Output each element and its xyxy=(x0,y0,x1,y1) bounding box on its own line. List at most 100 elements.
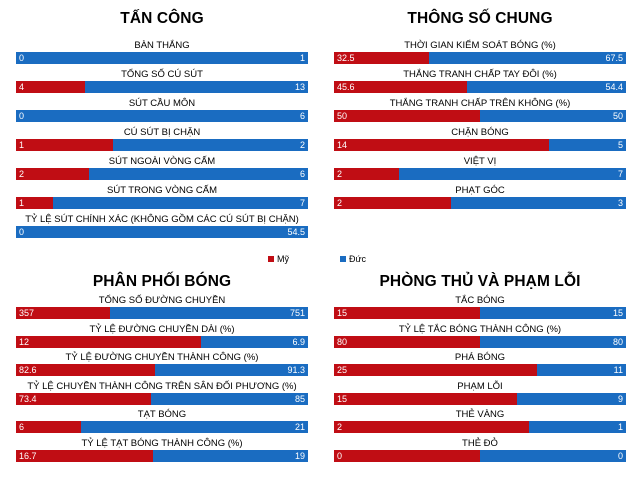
stat-bar: 25 11 xyxy=(334,364,626,376)
stat-label: CÚ SÚT BỊ CHẶN xyxy=(123,127,201,138)
stat-value-team-b: 6 xyxy=(299,111,305,121)
stat-value-team-a: 0 xyxy=(19,111,25,121)
stat-bar: 15 9 xyxy=(334,392,626,405)
stat-bar-team-a xyxy=(334,307,480,319)
stat-bar-team-a xyxy=(16,139,114,151)
stat-value-team-b: 2 xyxy=(299,140,305,150)
stat-row: THẮNG TRANH CHẤP TAY ĐÔI (%) 45.6 54.4 xyxy=(334,69,626,97)
stat-bar: 357 751 xyxy=(16,307,308,319)
stat-value-team-b: 1 xyxy=(617,422,623,432)
stat-label: TỶ LỆ ĐƯỜNG CHUYỀN DÀI (%) xyxy=(89,323,235,335)
stat-value-team-b: 5 xyxy=(617,140,623,150)
stat-value-team-a: 2 xyxy=(337,169,343,179)
stat-row: SÚT NGOÀI VÒNG CẤM 2 6 xyxy=(16,156,308,184)
stat-label: PHÁ BÓNG xyxy=(454,352,506,363)
stat-label: SÚT TRONG VÒNG CẤM xyxy=(107,185,217,196)
stat-bar: 15 15 xyxy=(334,307,626,319)
stat-value-team-b: 751 xyxy=(289,308,305,318)
stat-value-team-b: 7 xyxy=(299,198,305,208)
stat-row: SÚT TRONG VÒNG CẤM 1 7 xyxy=(16,185,308,213)
stat-value-team-a: 45.6 xyxy=(337,82,355,92)
stat-row: PHÁ BÓNG 25 11 xyxy=(334,352,626,380)
stat-value-team-b: 1 xyxy=(299,53,305,63)
stat-bar-team-a xyxy=(334,197,451,209)
stat-bar-team-a xyxy=(334,110,480,122)
stat-value-team-b: 91.3 xyxy=(287,365,305,375)
panel-title: TẤN CÔNG xyxy=(120,10,204,27)
legend-item-team-a: Mỹ xyxy=(268,253,289,265)
stat-row: CHẶN BÓNG 14 5 xyxy=(334,127,626,155)
stat-label: TỶ LỆ CHUYỀN THÀNH CÔNG TRÊN SÂN ĐỐI PHƯ… xyxy=(27,380,297,392)
stat-row: TỶ LỆ CHUYỀN THÀNH CÔNG TRÊN SÂN ĐỐI PHƯ… xyxy=(16,381,308,409)
panel-distribution: PHÂN PHỐI BÓNG TỔNG SỐ ĐƯỜNG CHUYỀN 357 75… xyxy=(16,273,308,473)
stat-bar: 14 5 xyxy=(334,139,626,151)
stat-bar-team-a xyxy=(334,364,537,376)
stat-value-team-a: 357 xyxy=(19,308,35,318)
stat-bar: 6 21 xyxy=(16,421,308,433)
stat-label: SÚT NGOÀI VÒNG CẤM xyxy=(108,156,216,167)
stat-bar: 73.4 85 xyxy=(16,392,308,405)
stat-value-team-a: 1 xyxy=(19,198,25,208)
panel-general: THÔNG SỐ CHUNG THỜI GIAN KIỂM SOÁT BÓNG … xyxy=(334,10,626,235)
stat-value-team-b: 6.9 xyxy=(292,336,305,347)
legend-label-team-b: Đức xyxy=(349,254,367,264)
stat-value-team-b: 0 xyxy=(617,450,623,461)
stat-bar-team-a xyxy=(16,449,153,462)
stat-row: PHẠT GÓC 2 3 xyxy=(334,185,626,213)
stat-bar: 0 54.5 xyxy=(16,226,308,238)
stat-bar-team-a xyxy=(16,307,111,319)
stat-label: TẠT BÓNG xyxy=(137,409,187,420)
stat-bar: 32.5 67.5 xyxy=(334,52,626,64)
stat-label: THẺ ĐỎ xyxy=(462,437,498,449)
stat-value-team-a: 6 xyxy=(19,422,25,432)
stat-value-team-b: 13 xyxy=(294,82,305,92)
legend-swatch-team-a xyxy=(268,256,274,262)
stat-value-team-b: 6 xyxy=(299,169,305,179)
stat-row: SÚT CẦU MÔN 0 6 xyxy=(16,98,308,126)
stat-row: TỶ LỆ SÚT CHÍNH XÁC (KHÔNG GỒM CÁC CÚ SÚ… xyxy=(16,214,308,242)
panel-defense: PHÒNG THỦ VÀ PHẠM LỖI TẮC BÓNG 15 15 TỶ LỆ … xyxy=(334,273,626,473)
stat-label: TỔNG SỐ ĐƯỜNG CHUYỀN xyxy=(98,295,226,306)
stat-value-team-b: 3 xyxy=(617,198,623,208)
panel-title: PHÂN PHỐI BÓNG xyxy=(92,273,232,290)
stat-row: TỔNG SỐ ĐƯỜNG CHUYỀN 357 751 xyxy=(16,295,308,323)
stat-row: TỶ LỆ TẮC BÓNG THÀNH CÔNG (%) 80 80 xyxy=(334,324,626,352)
stat-row: BÀN THẮNG 0 1 xyxy=(16,40,308,68)
stat-row: TỶ LỆ ĐƯỜNG CHUYỀN THÀNH CÔNG (%) 82.6 91.… xyxy=(16,352,308,380)
stat-value-team-b: 85 xyxy=(294,393,305,404)
stat-value-team-a: 0 xyxy=(19,227,25,237)
stat-value-team-a: 32.5 xyxy=(337,53,355,63)
stat-value-team-a: 2 xyxy=(337,422,343,432)
stat-label: TỔNG SỐ CÚ SÚT xyxy=(121,69,203,80)
stat-bar: 82.6 91.3 xyxy=(16,364,308,376)
stat-bar: 50 50 xyxy=(334,110,626,122)
stat-bar-team-a xyxy=(16,364,155,376)
stat-label: THẮNG TRANH CHẤP TAY ĐÔI (%) xyxy=(403,69,557,80)
legend-item-team-b: Đức xyxy=(340,253,366,265)
stat-bar: 4 13 xyxy=(16,81,308,93)
stat-value-team-a: 12 xyxy=(19,336,30,347)
stat-value-team-a: 2 xyxy=(19,169,25,179)
stat-label: CHẶN BÓNG xyxy=(451,127,509,138)
legend-label-team-a: Mỹ xyxy=(277,254,289,264)
stat-row: TỶ LỆ ĐƯỜNG CHUYỀN DÀI (%) 12 6.9 xyxy=(16,324,308,352)
stat-value-team-a: 1 xyxy=(19,140,25,150)
stat-bar-team-a xyxy=(16,81,85,93)
stat-row: VIỆT VỊ 2 7 xyxy=(334,156,626,184)
stat-row: TỶ LỆ TẠT BÓNG THÀNH CÔNG (%) 16.7 19 xyxy=(16,438,308,466)
stat-label: PHẠT GÓC xyxy=(455,185,505,196)
stat-value-team-b: 7 xyxy=(617,169,623,179)
legend: Mỹ Đức xyxy=(0,253,640,265)
stat-value-team-a: 2 xyxy=(337,198,343,208)
stat-bar-team-a xyxy=(16,421,81,433)
stat-value-team-a: 25 xyxy=(337,365,348,375)
stat-label: TỶ LỆ ĐƯỜNG CHUYỀN THÀNH CÔNG (%) xyxy=(65,352,259,363)
stat-label: TỶ LỆ TẮC BÓNG THÀNH CÔNG (%) xyxy=(398,323,562,335)
panel-title: THÔNG SỐ CHUNG xyxy=(407,10,553,27)
stat-label: THỜI GIAN KIỂM SOÁT BÓNG (%) xyxy=(404,40,556,51)
stat-bar-team-a xyxy=(16,168,89,180)
